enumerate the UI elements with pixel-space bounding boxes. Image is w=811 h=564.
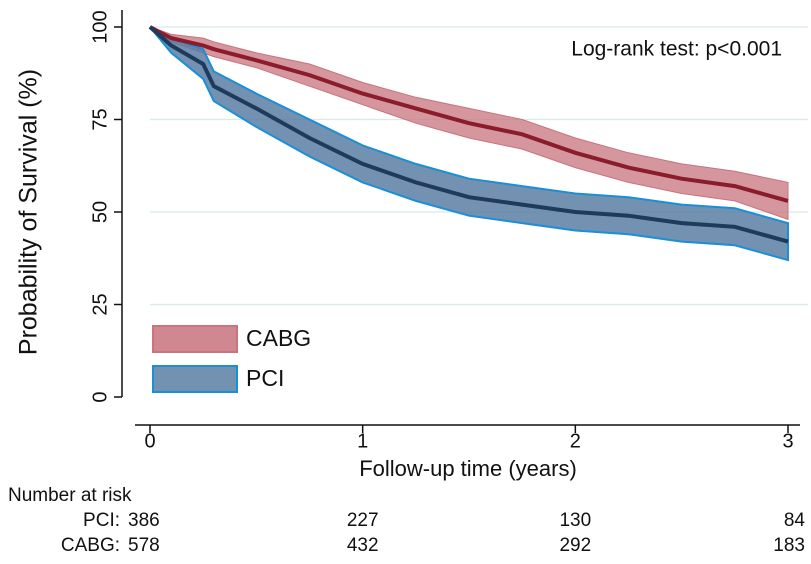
x-axis-label: Follow-up time (years) [359,456,577,481]
y-tick-label: 75 [89,108,111,130]
risk-value: 227 [347,510,379,531]
y-tick-label: 0 [89,391,111,402]
risk-table-title: Number at risk [8,485,132,506]
risk-row-label: PCI: [83,510,120,531]
legend-label: PCI [246,365,284,391]
risk-value: 292 [559,535,591,556]
annotation: Log-rank test: p<0.001 [571,38,782,61]
x-tick-label: 0 [144,430,155,452]
legend-swatch [152,325,238,353]
y-tick-label: 50 [89,201,111,223]
legend-label: CABG [246,325,311,351]
y-axis-label: Probability of Survival (%) [15,69,43,355]
risk-value: 183 [773,535,805,556]
x-tick-label: 1 [357,430,368,452]
survival-line [149,25,789,203]
risk-value: 432 [347,535,379,556]
y-tick-label: 100 [89,10,111,43]
x-tick-label: 2 [570,430,581,452]
y-tick-label: 25 [89,293,111,315]
risk-value: 130 [559,510,591,531]
risk-value: 84 [784,510,806,531]
risk-value: 386 [128,510,160,531]
legend-swatch [152,365,238,393]
risk-value: 578 [128,535,160,556]
x-tick-label: 3 [782,430,793,452]
survival-line [148,25,789,244]
risk-row-label: CABG: [61,535,120,556]
